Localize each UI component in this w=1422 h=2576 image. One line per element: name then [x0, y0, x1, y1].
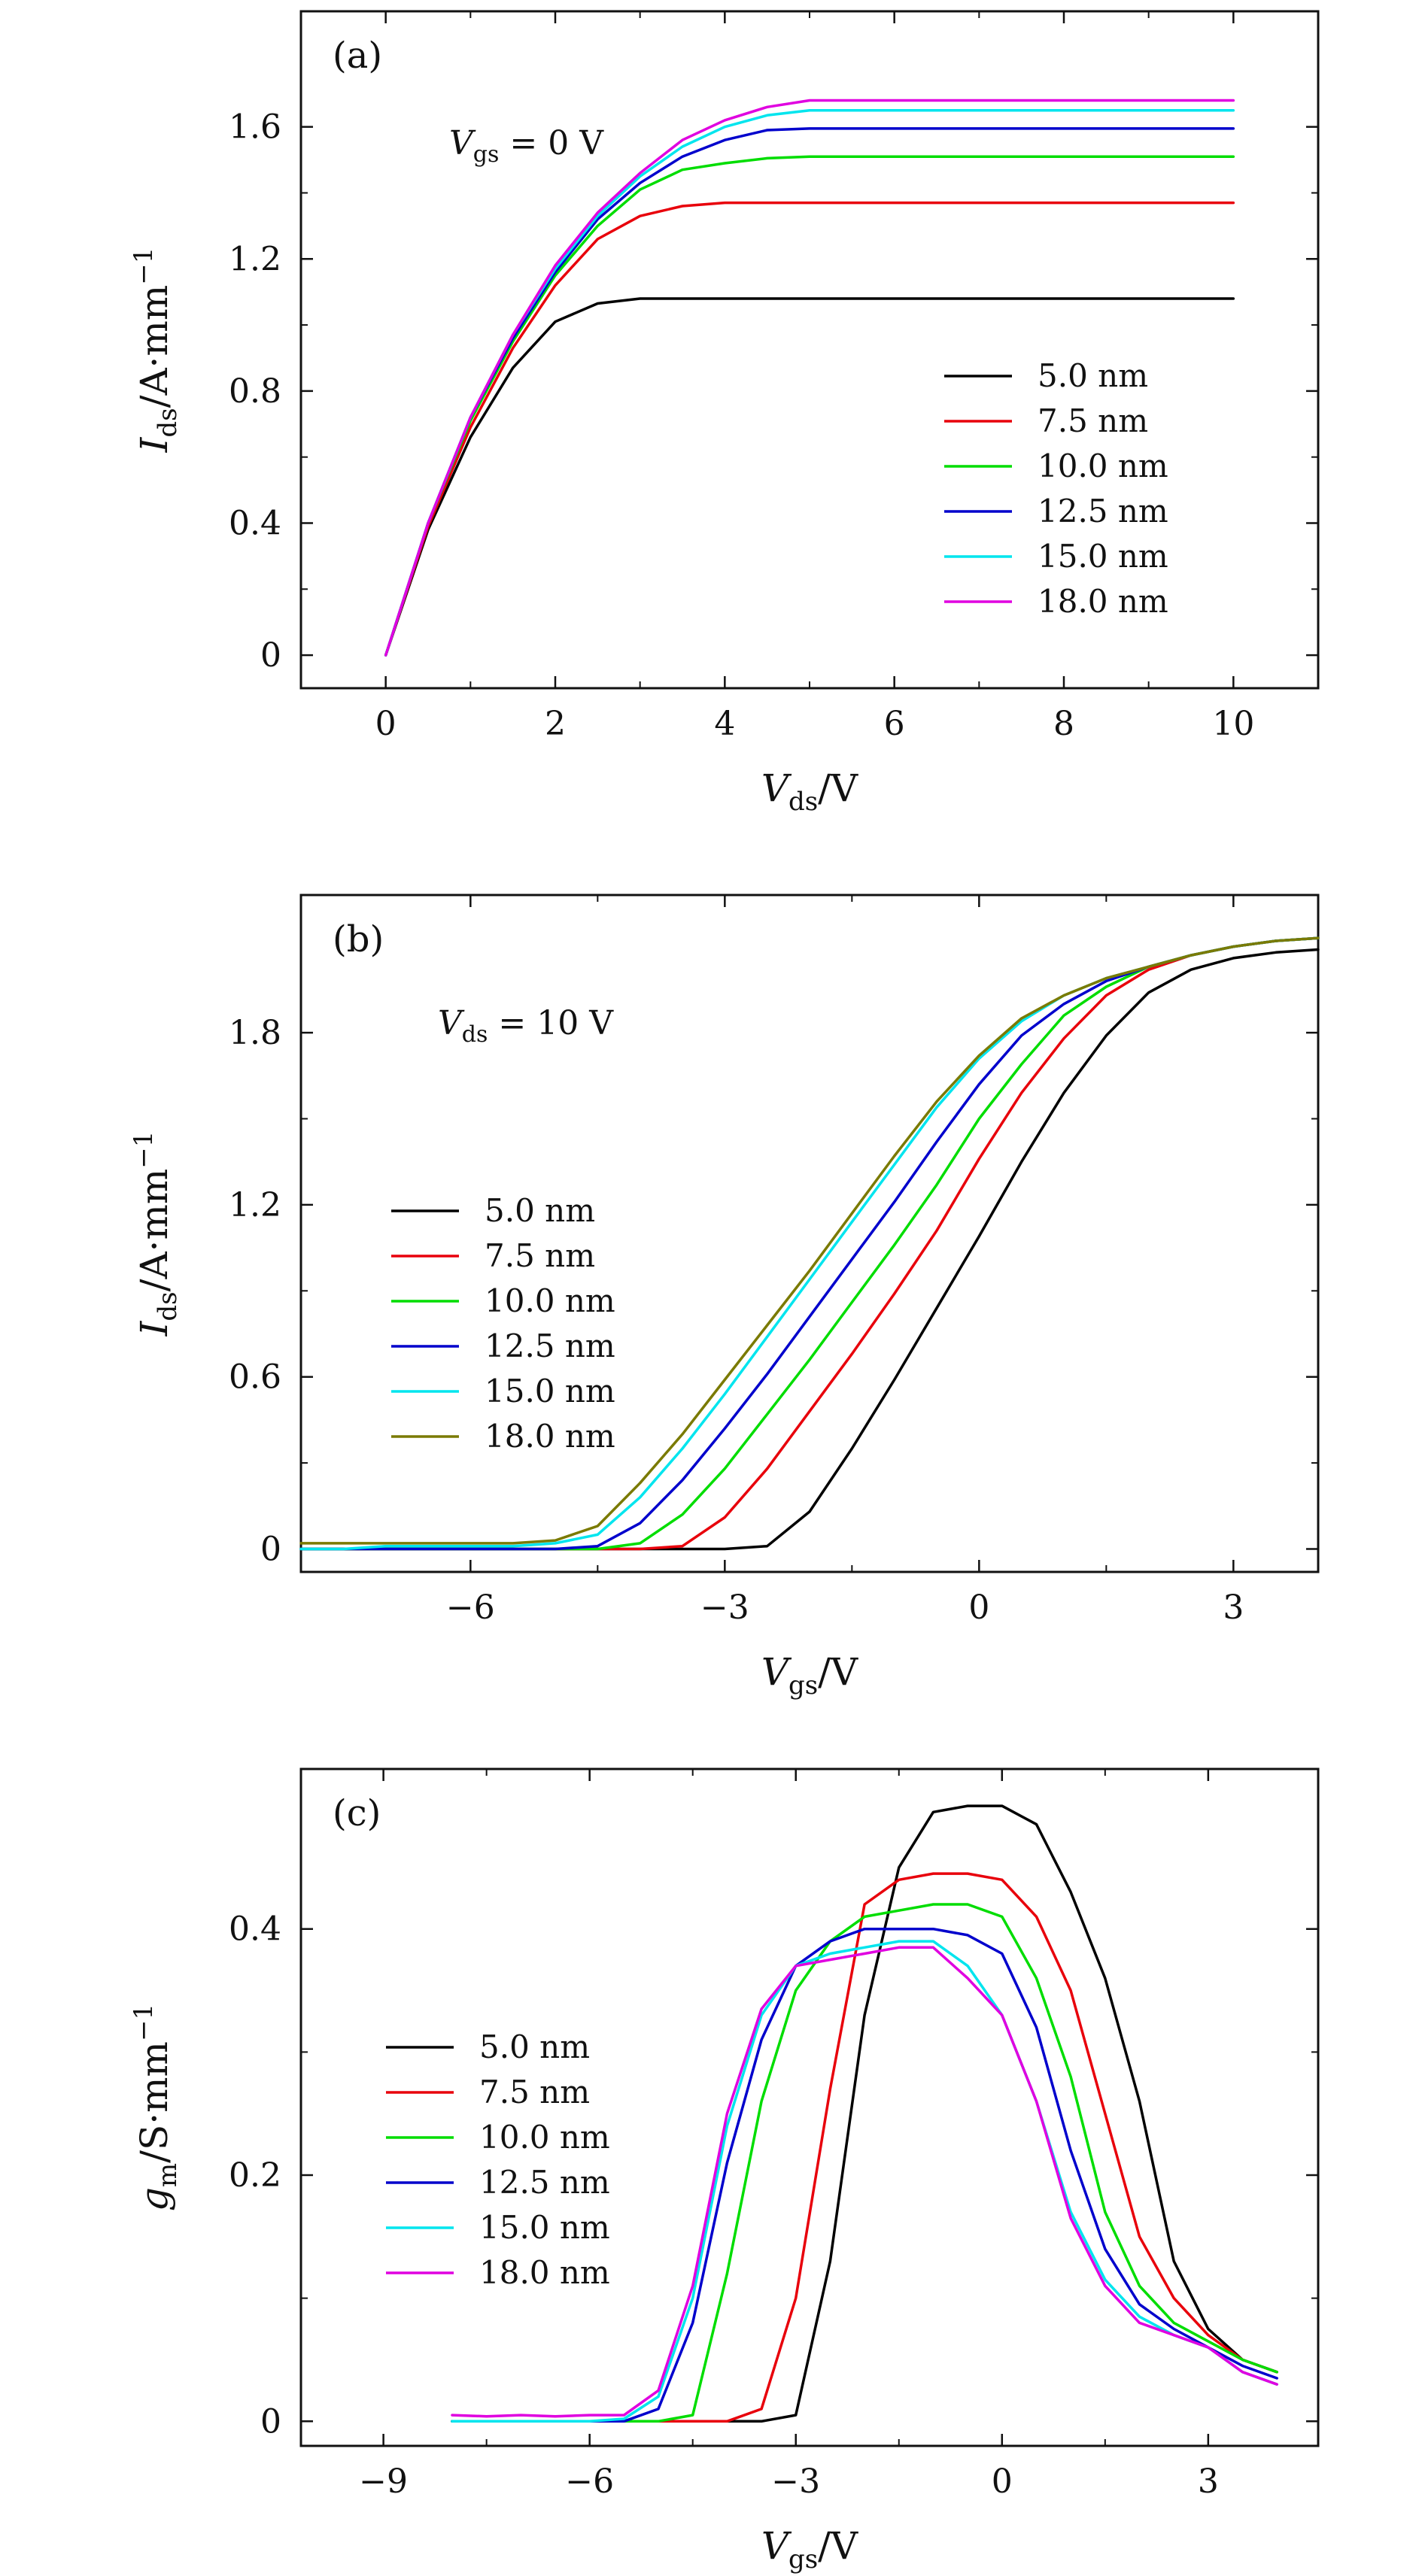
panel-1: 0 2 4 6 8 10 0 0.4 0.8 1.2 1.6 (a) Vgs = 0 V 5.0 nm 7.…: [129, 10, 1320, 817]
series-line-10-0-nm: [384, 155, 1235, 657]
series-line-18-0-nm: [299, 936, 1320, 1545]
x-tick-label: −6: [446, 1588, 495, 1627]
legend-label: 10.0 nm: [485, 1282, 615, 1319]
y-tick-label: 0.8: [229, 372, 281, 411]
y-tick-label: 0: [260, 2402, 281, 2441]
x-axis-label: Vgs/V: [761, 1650, 858, 1701]
panel-label: (c): [333, 1792, 381, 1834]
legend-label: 18.0 nm: [479, 2254, 610, 2291]
legend-label: 18.0 nm: [485, 1418, 615, 1455]
series-line-7-5-nm: [384, 201, 1235, 657]
x-tick-label: 2: [545, 705, 566, 743]
panel-label: (b): [333, 918, 384, 960]
legend-label: 5.0 nm: [485, 1192, 595, 1229]
legend-label: 12.5 nm: [479, 2164, 610, 2201]
series-line-12-5-nm: [384, 127, 1235, 657]
x-tick-label: −9: [359, 2462, 408, 2501]
x-tick-label: 3: [1198, 2462, 1219, 2501]
y-axis-label: gm/S·mm−1: [129, 2004, 183, 2211]
x-tick-label: 0: [375, 705, 397, 743]
legend-label: 12.5 nm: [1038, 493, 1168, 529]
panel-3: −9 −6 −3 0 3 0 0.2 0.4 (c) 5.0 nm 7.5 nm 10.0 nm 12.…: [129, 1767, 1320, 2574]
x-axis-label: Vds/V: [761, 766, 858, 817]
plot-frame: [299, 894, 1320, 1573]
legend-label: 5.0 nm: [1038, 357, 1148, 394]
y-tick-label: 0.4: [229, 1910, 281, 1949]
series-line-18-0-nm: [384, 99, 1235, 657]
legend-label: 10.0 nm: [1038, 448, 1168, 484]
panel-2: −6 −3 0 3 0 0.6 1.2 1.8 (b) Vds = 10 V 5.0 nm 7.5 n…: [129, 894, 1320, 1701]
panel-label: (a): [333, 35, 382, 77]
x-tick-label: −6: [565, 2462, 614, 2501]
x-tick-label: 0: [968, 1588, 989, 1627]
legend: 5.0 nm 7.5 nm 10.0 nm 12.5 nm 15.0 nm 18.0 nm: [944, 357, 1168, 620]
y-tick-label: 0.4: [229, 504, 281, 542]
x-tick-label: 4: [714, 705, 735, 743]
y-axis-label: Ids/A·mm−1: [129, 247, 183, 454]
bias-annotation: Vgs = 0 V: [449, 124, 604, 168]
x-tick-label: 8: [1053, 705, 1074, 743]
legend-label: 10.0 nm: [479, 2119, 610, 2156]
x-tick-label: 0: [992, 2462, 1013, 2501]
y-axis-label: Ids/A·mm−1: [129, 1131, 183, 1337]
x-tick-label: 6: [884, 705, 905, 743]
y-tick-label: 0: [260, 636, 281, 675]
y-tick-label: 1.2: [229, 1186, 281, 1224]
y-tick-label: 1.2: [229, 240, 281, 278]
legend: 5.0 nm 7.5 nm 10.0 nm 12.5 nm 15.0 nm 18.0 nm: [391, 1192, 615, 1455]
legend: 5.0 nm 7.5 nm 10.0 nm 12.5 nm 15.0 nm 18.0 nm: [386, 2028, 610, 2291]
x-tick-label: 3: [1223, 1588, 1244, 1627]
legend-label: 7.5 nm: [1038, 402, 1148, 439]
legend-label: 7.5 nm: [479, 2074, 590, 2110]
y-tick-label: 0.2: [229, 2156, 281, 2195]
x-axis-label: Vgs/V: [761, 2524, 858, 2574]
legend-label: 15.0 nm: [479, 2209, 610, 2246]
series-line-5-0-nm: [384, 297, 1235, 657]
legend-label: 12.5 nm: [485, 1327, 615, 1364]
legend-label: 18.0 nm: [1038, 583, 1168, 620]
bias-annotation: Vds = 10 V: [438, 1004, 614, 1048]
x-tick-label: 10: [1212, 705, 1254, 743]
series-line-18-0-nm: [451, 1946, 1278, 2418]
legend-label: 7.5 nm: [485, 1237, 595, 1274]
y-tick-label: 0: [260, 1530, 281, 1568]
y-tick-label: 1.8: [229, 1014, 281, 1052]
y-tick-label: 1.6: [229, 108, 281, 147]
legend-label: 15.0 nm: [1038, 538, 1168, 575]
legend-label: 15.0 nm: [485, 1373, 615, 1409]
legend-label: 5.0 nm: [479, 2028, 590, 2065]
series-line-15-0-nm: [451, 1940, 1278, 2423]
x-tick-label: −3: [700, 1588, 749, 1627]
x-tick-label: −3: [771, 2462, 820, 2501]
plot-frame: [299, 1767, 1320, 2447]
y-tick-label: 0.6: [229, 1358, 281, 1397]
